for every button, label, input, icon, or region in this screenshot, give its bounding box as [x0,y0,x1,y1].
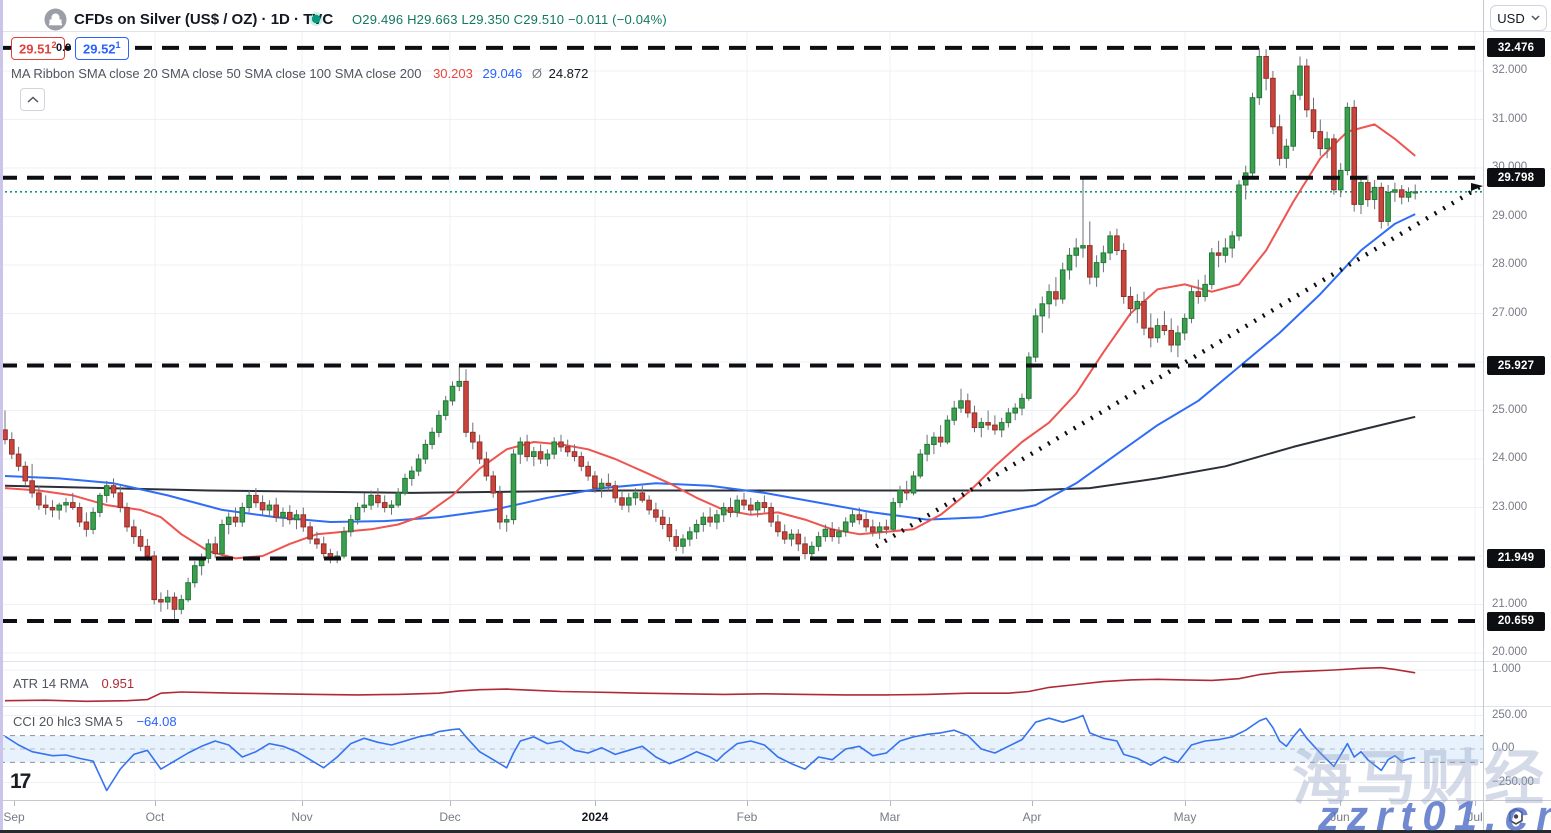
watermark-text: 海马财经 [1292,745,1548,812]
cci-legend[interactable]: CCI 20 hlc3 SMA 5 −64.08 [13,714,177,729]
chevron-up-icon [26,95,39,103]
time-tick-label: Apr [1022,810,1042,824]
time-tick-label: Mar [879,810,901,824]
time-tick-label: Sep [3,810,25,824]
bid-price-label[interactable]: 29.512 [11,37,65,61]
time-tick [747,801,748,806]
price-axis[interactable]: 32.000 31.000 30.000 29.000 28.000 27.000 25.0… [1484,0,1551,800]
ma-ribbon-legend[interactable]: MA Ribbon SMA close 20 SMA close 50 SMA … [11,66,588,81]
atr-value: 0.951 [101,676,135,691]
price-tick-label: 21.000 [1492,597,1528,610]
price-tick-label: 24.000 [1492,452,1528,464]
price-tick-label: 28.000 [1492,258,1528,270]
atr-label: ATR 14 RMA [13,676,88,691]
cci-tick-label: 250.00 [1492,708,1528,721]
ma-ribbon-value-avg: 24.872 [548,66,589,81]
time-tick-label: Jul [1467,810,1483,824]
pane-divider-cci[interactable] [0,706,1551,707]
collapse-legend-button[interactable] [20,88,45,111]
cci-line [4,714,1416,792]
currency-selector[interactable]: USD [1490,5,1547,31]
market-status-icon [308,11,324,32]
time-tick-label: Jun [1330,810,1350,824]
left-edge-strip [0,0,3,830]
sma200-line [4,415,1416,494]
candle-wicks [4,47,1416,621]
bottom-edge-bar [0,830,1551,833]
price-line-badge: 32.476 [1487,38,1545,58]
time-tick [14,801,15,806]
time-tick [890,801,891,806]
watermark-url: zzrt01.cn [1318,792,1551,833]
sma50-line [4,213,1416,523]
pane-divider-atr[interactable] [0,661,1551,662]
spread-value: 0.9 [56,42,72,54]
cci-tick-label: 0.00 [1492,742,1515,754]
header-divider [0,31,1551,32]
time-tick [1340,801,1341,806]
price-axis-border [1483,0,1484,833]
chevron-down-icon [1531,15,1540,21]
time-tick-label: Dec [439,810,461,824]
ask-price-label[interactable]: 29.521 [75,37,129,61]
price-tick-label: 31.000 [1492,112,1528,125]
price-line-badge: 25.927 [1487,356,1545,376]
price-line-badge: 20.659 [1487,611,1545,631]
atr-legend[interactable]: ATR 14 RMA 0.951 [13,676,134,691]
axis-settings-gear-icon[interactable] [1505,806,1527,833]
price-tick-label: 23.000 [1492,500,1528,513]
time-tick [1032,801,1033,806]
ma-ribbon-label: MA Ribbon SMA close 20 SMA close 50 SMA … [11,66,422,81]
ma-ribbon-avg-prefix: Ø [531,66,542,81]
time-tick [302,801,303,806]
candle-bodies [2,56,1419,610]
tradingview-logo[interactable]: 17 [10,770,31,793]
trendline-arrowhead [1471,183,1483,191]
price-tick-label: 20.000 [1492,646,1528,658]
price-line-badge: 29.798 [1487,168,1545,188]
price-tick-label: 27.000 [1492,306,1528,319]
symbol-title[interactable]: CFDs on Silver (US$ / OZ) · 1D · TVC [74,11,334,28]
time-tick-label: Feb [736,810,758,824]
atr-tick-label: 1.000 [1492,663,1521,675]
time-tick [595,801,596,806]
time-tick [450,801,451,806]
time-tick-label: 2024 [581,810,609,824]
price-line-badge: 21.949 [1487,548,1545,568]
time-tick [1185,801,1186,806]
ohlc-readout: O29.496 H29.663 L29.350 C29.510 −0.011 (… [352,12,667,27]
cci-tick-label: −250.00 [1492,775,1534,788]
sma20-line [4,123,1416,560]
time-tick-label: Oct [145,810,165,824]
currency-selector-label: USD [1497,10,1525,26]
atr-line [4,666,1416,703]
time-tick-label: May [1173,810,1197,824]
price-tick-label: 32.000 [1492,64,1528,76]
cci-value: −64.08 [136,714,177,729]
time-tick-label: Nov [291,810,313,824]
symbol-logo [44,8,67,36]
price-tick-label: 29.000 [1492,209,1528,222]
ma-ribbon-value-sma50: 29.046 [482,66,523,81]
cci-label: CCI 20 hlc3 SMA 5 [13,714,123,729]
time-tick [1475,801,1476,806]
time-axis-border [0,800,1551,801]
price-tick-label: 25.000 [1492,403,1528,416]
time-axis[interactable]: Sep Oct Nov Dec 2024 Feb Mar Apr May Jun Jul [0,801,1483,831]
time-tick [155,801,156,806]
ma-ribbon-value-sma20: 30.203 [433,66,473,81]
